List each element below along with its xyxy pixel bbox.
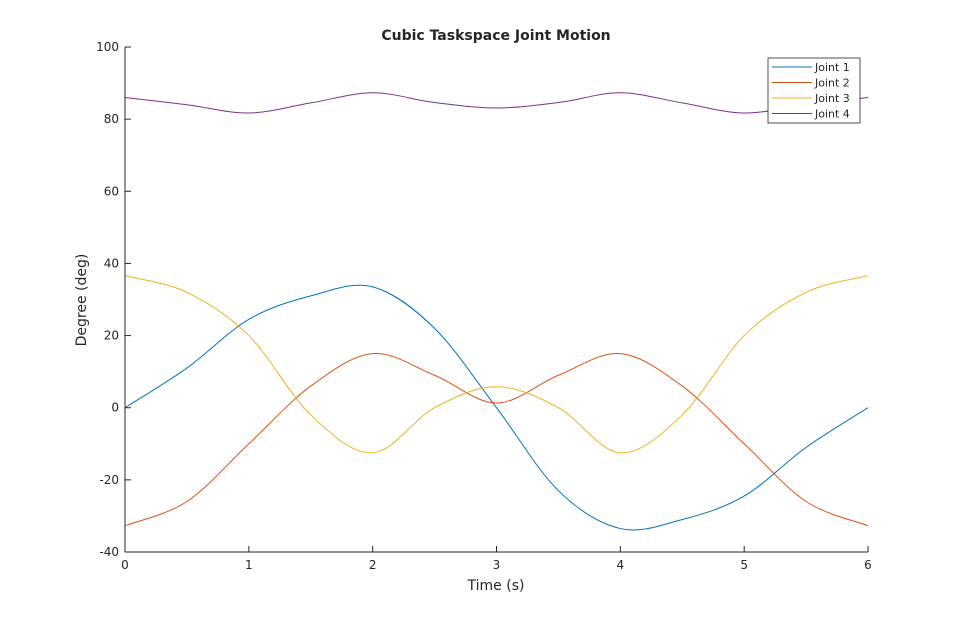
series-line-joint-4 (124, 92, 869, 114)
y-tick-label: 80 (104, 112, 119, 126)
legend-label-joint-3: Joint 3 (814, 92, 850, 105)
y-tick-label: 60 (104, 184, 119, 198)
legend-label-joint-1: Joint 1 (814, 61, 850, 74)
x-axis-label: Time (s) (467, 578, 525, 594)
chart-title: Cubic Taskspace Joint Motion (381, 28, 610, 44)
x-tick-label: 6 (864, 558, 872, 572)
y-tick-label: -40 (99, 545, 119, 559)
series-layer (124, 92, 869, 531)
y-ticks: -40 -20 0 20 40 60 80 100 (96, 40, 131, 559)
x-tick-label: 1 (245, 558, 253, 572)
legend-entries: Joint 1 Joint 2 Joint 3 Joint 4 (772, 61, 850, 121)
x-ticks: 0 1 2 3 4 5 6 (121, 546, 872, 572)
legend-box (767, 57, 861, 124)
x-tick-label: 4 (617, 558, 625, 572)
legend: Joint 1 Joint 2 Joint 3 Joint 4 (767, 57, 861, 124)
y-tick-label: 0 (111, 401, 119, 415)
x-tick-label: 2 (369, 558, 377, 572)
y-tick-label: 100 (96, 40, 119, 54)
y-axis-label: Degree (deg) (74, 254, 90, 347)
series-line-joint-1 (124, 284, 869, 531)
y-tick-label: 40 (104, 256, 119, 270)
legend-label-joint-4: Joint 4 (814, 108, 850, 121)
x-tick-label: 0 (121, 558, 129, 572)
x-tick-label: 3 (493, 558, 501, 572)
series-line-joint-2 (124, 353, 869, 527)
y-tick-label: -20 (99, 473, 119, 487)
y-tick-label: 20 (104, 329, 119, 343)
axes: 0 1 2 3 4 5 6 -40 -20 0 20 40 60 80 100 (96, 40, 872, 572)
legend-label-joint-2: Joint 2 (814, 77, 850, 90)
series-line-joint-3 (124, 275, 869, 454)
x-tick-label: 5 (740, 558, 748, 572)
